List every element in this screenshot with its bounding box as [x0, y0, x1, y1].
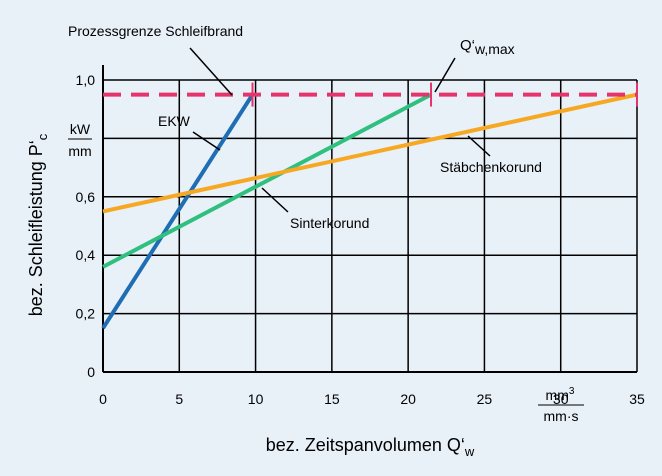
x-label-sub: w	[464, 444, 475, 459]
x-axis-label: bez. Zeitspanvolumen Q‘w	[266, 435, 475, 459]
y-tick-label: 0,6	[76, 189, 96, 205]
x-tick-label: 30	[553, 391, 569, 407]
x-tick-label: 10	[248, 391, 264, 407]
series-line	[101, 93, 255, 330]
annotation: Stäbchenkorund	[440, 159, 542, 175]
x-tick-label: 0	[99, 391, 107, 407]
y-unit: kW	[70, 121, 91, 137]
x-unit: mm3	[546, 386, 575, 403]
annotation: Sinterkorund	[290, 215, 369, 231]
annotation: Q‘w,max	[460, 37, 515, 57]
leader-line	[434, 57, 456, 93]
y-tick-label: 0,4	[76, 247, 96, 263]
series-line	[102, 92, 432, 269]
leader-line	[192, 131, 221, 151]
x-tick-label: 20	[400, 391, 416, 407]
y-label-main: bez. Schleifleistung P‘	[26, 140, 46, 316]
x-tick-label: 25	[477, 391, 493, 407]
leader-line	[467, 135, 491, 157]
x-unit: mm·s	[544, 408, 579, 424]
x-unit-sup: 3	[569, 386, 575, 397]
y-axis-label: bez. Schleifleistung P‘c	[26, 133, 50, 316]
qmax-main: Q‘	[460, 37, 475, 54]
leader-line	[261, 187, 289, 213]
series-line	[102, 92, 638, 214]
x-label-main: bez. Zeitspanvolumen Q‘	[266, 435, 465, 455]
y-tick-label: 0	[87, 364, 95, 380]
qmax-sub: w,max	[474, 41, 515, 57]
y-label-sub: c	[35, 133, 50, 140]
leader-line	[189, 47, 233, 96]
annotation: EKW	[158, 113, 191, 129]
x-tick-label: 5	[175, 391, 183, 407]
x-tick-label: 35	[629, 391, 645, 407]
y-unit: mm	[68, 143, 91, 159]
annotation: Prozessgrenze Schleifbrand	[68, 23, 243, 39]
x-unit-num: mm	[546, 387, 569, 403]
y-tick-label: 0,2	[76, 306, 96, 322]
y-tick-label: 1,0	[76, 72, 96, 88]
x-tick-label: 15	[324, 391, 340, 407]
